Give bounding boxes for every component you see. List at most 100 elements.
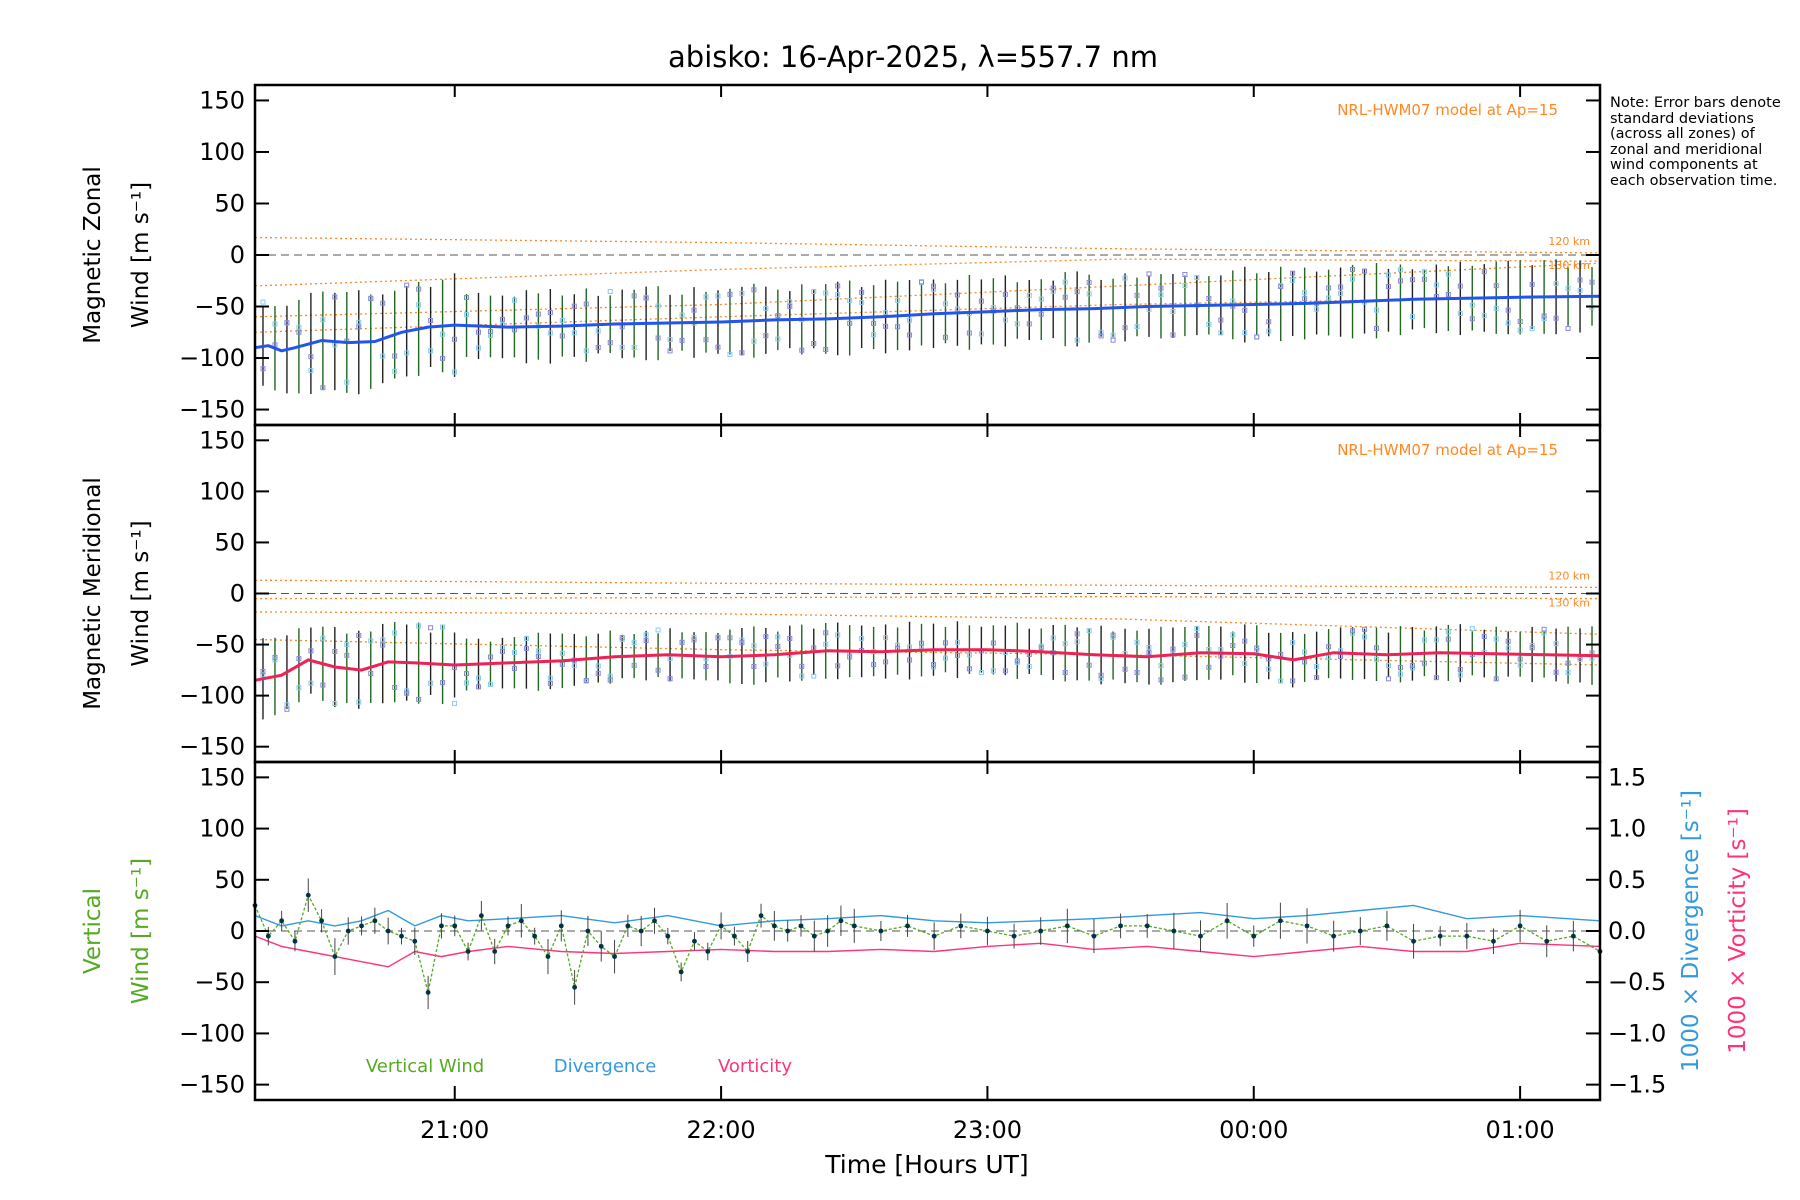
meridional-zone-marker <box>1230 632 1236 638</box>
zonal-zone-marker <box>1493 305 1499 311</box>
meridional-zone-marker <box>452 700 458 706</box>
meridional-zone-marker <box>751 664 757 670</box>
vertical-wind-point <box>1464 933 1470 939</box>
meridional-zone-marker <box>703 664 709 670</box>
zonal-zone-marker <box>320 385 326 391</box>
meridional-zone-marker <box>1397 665 1403 671</box>
meridional-zone-marker <box>1445 636 1451 642</box>
zonal-zone-marker <box>1074 289 1080 295</box>
meridional-model-alt-label-1: 130 km <box>1548 597 1590 610</box>
meridional-zone-marker <box>1290 678 1296 684</box>
zonal-zone-marker <box>260 366 266 372</box>
zonal-model-label: NRL-HWM07 model at Ap=15 <box>1337 101 1558 119</box>
meridional-zone-marker <box>1373 656 1379 662</box>
meridional-zone-marker <box>1134 669 1140 675</box>
vertical-y-tick-label: −50 <box>194 968 245 996</box>
meridional-zone-marker <box>523 645 529 651</box>
zonal-zone-marker <box>835 283 841 289</box>
meridional-y-axis-title-1: Magnetic Meridional <box>80 477 106 710</box>
vertical-wind-point <box>798 923 804 929</box>
meridional-zone-marker <box>631 639 637 645</box>
meridional-zone-marker <box>1362 634 1368 640</box>
meridional-zone-marker <box>643 632 649 638</box>
vertical-wind-point <box>1251 933 1257 939</box>
meridional-model-alt-label-0: 120 km <box>1548 569 1590 582</box>
x-tick-label: 22:00 <box>687 1116 756 1144</box>
zonal-zone-marker <box>1517 319 1523 325</box>
zonal-zone-marker <box>1050 288 1056 294</box>
meridional-zone-marker <box>942 640 948 646</box>
zonal-zone-marker <box>1421 276 1427 282</box>
meridional-zone-marker <box>823 641 829 647</box>
vertical-plot-frame <box>253 760 1602 1102</box>
meridional-zone-marker <box>835 663 841 669</box>
meridional-zone-marker <box>1242 660 1248 666</box>
zonal-zone-marker <box>655 335 661 341</box>
legend-item-2: Vorticity <box>718 1056 792 1077</box>
zonal-zone-marker <box>1421 269 1427 275</box>
meridional-zone-marker <box>1302 649 1308 655</box>
zonal-zone-marker <box>1397 267 1403 273</box>
meridional-zone-marker <box>907 657 913 663</box>
zonal-zone-marker <box>344 379 350 385</box>
zonal-wind-panel: NRL-HWM07 model at Ap=15 120 km 130 km 150 1… <box>80 83 1602 427</box>
vertical-wind-point <box>625 923 631 929</box>
zonal-zone-marker <box>1170 332 1176 338</box>
meridional-zone-marker <box>942 655 948 661</box>
vertical-wind-point <box>1517 923 1523 929</box>
zonal-zone-marker <box>1290 277 1296 283</box>
meridional-zone-marker <box>1122 666 1128 672</box>
zonal-zone-marker <box>871 320 877 326</box>
zonal-zone-marker <box>1433 282 1439 288</box>
meridional-zone-marker <box>1385 663 1391 669</box>
meridional-zone-marker <box>511 665 517 671</box>
zonal-zone-marker <box>1469 316 1475 322</box>
vertical-wind-point <box>492 949 498 954</box>
meridional-zone-marker <box>476 684 482 690</box>
vertical-wind-point <box>505 923 511 929</box>
meridional-zone-marker <box>344 652 350 658</box>
meridional-zone-marker <box>332 701 338 707</box>
vertical-wind-point <box>1331 933 1337 939</box>
zonal-zone-marker <box>1122 325 1128 331</box>
zonal-zone-marker <box>966 330 972 336</box>
meridional-zone-marker <box>691 637 697 643</box>
zonal-zone-marker <box>1206 296 1212 302</box>
zonal-zone-marker <box>1242 307 1248 313</box>
zonal-zone-marker <box>667 337 673 343</box>
meridional-zone-marker <box>1469 626 1475 632</box>
zonal-zone-marker <box>1254 334 1260 340</box>
vertical-wind-point <box>905 923 910 929</box>
meridional-zone-marker <box>356 633 362 639</box>
zonal-zone-marker <box>380 353 386 359</box>
zonal-zone-marker <box>895 324 901 330</box>
meridional-zone-marker <box>1278 678 1284 684</box>
zonal-zone-marker <box>464 295 470 301</box>
zonal-zone-marker <box>1385 272 1391 278</box>
meridional-zone-marker <box>619 635 625 641</box>
meridional-zone-marker <box>799 663 805 669</box>
meridional-zone-marker <box>847 654 853 660</box>
meridional-zone-marker <box>1314 675 1320 681</box>
zonal-zone-marker <box>440 331 446 337</box>
zonal-zone-marker <box>751 338 757 344</box>
zonal-zone-marker <box>1577 277 1583 283</box>
x-tick-label: 21:00 <box>420 1116 489 1144</box>
meridional-zone-marker <box>380 642 386 648</box>
zonal-zone-marker <box>1553 281 1559 287</box>
meridional-zone-marker <box>308 648 314 654</box>
zonal-zone-marker <box>775 313 781 319</box>
meridional-zone-marker <box>1433 675 1439 681</box>
meridional-zone-marker <box>1026 663 1032 669</box>
meridional-zone-marker <box>679 639 685 645</box>
y2-tick-label: 0.5 <box>1608 866 1646 894</box>
zonal-zone-marker <box>835 292 841 298</box>
zonal-zone-marker <box>739 290 745 296</box>
vertical-wind-point <box>811 933 817 939</box>
meridional-zone-marker <box>1266 666 1272 672</box>
zonal-zone-marker <box>1445 291 1451 297</box>
vertical-wind-point <box>665 933 671 939</box>
meridional-zone-marker <box>1421 637 1427 643</box>
vertical-y-tick-label: 0 <box>230 917 245 945</box>
